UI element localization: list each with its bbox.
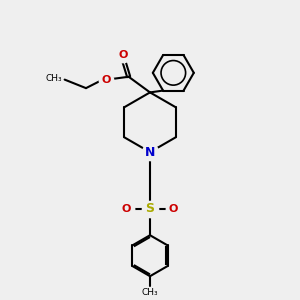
Text: O: O <box>122 204 131 214</box>
Text: O: O <box>118 50 128 60</box>
Text: S: S <box>146 202 154 215</box>
Text: CH₃: CH₃ <box>45 74 62 83</box>
Text: O: O <box>101 75 111 85</box>
Text: CH₃: CH₃ <box>142 288 158 297</box>
Text: N: N <box>145 146 155 159</box>
Text: O: O <box>169 204 178 214</box>
